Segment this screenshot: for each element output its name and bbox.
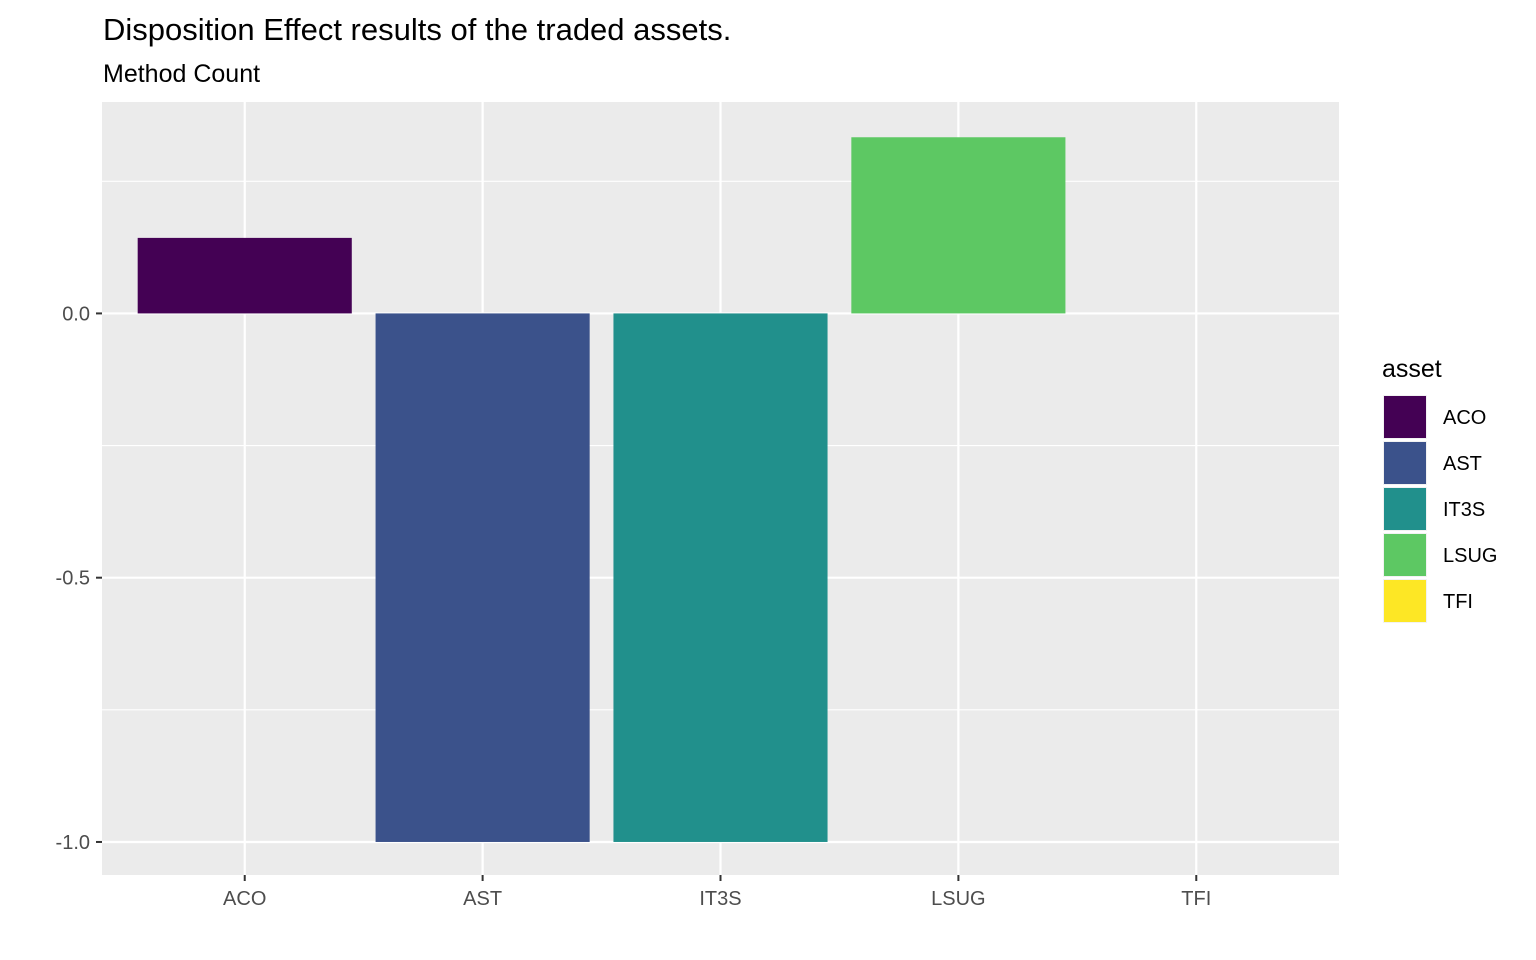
legend-label: TFI: [1443, 591, 1473, 613]
y-tick-label: -1.0: [56, 832, 90, 854]
y-tick-label: 0.0: [62, 303, 90, 325]
legend-label: IT3S: [1443, 499, 1485, 521]
bar-aco: [137, 237, 352, 314]
x-tick-label: AST: [463, 888, 502, 910]
bar-ast: [375, 313, 590, 842]
legend-label: ACO: [1443, 407, 1486, 429]
chart-subtitle: Method Count: [103, 60, 260, 88]
legend-swatch-ast: [1384, 442, 1426, 484]
y-tick-label: -0.5: [56, 568, 90, 590]
chart-title: Disposition Effect results of the traded…: [103, 12, 731, 47]
bars: [137, 137, 1066, 842]
legend-label: AST: [1443, 453, 1482, 475]
legend-swatch-lsug: [1384, 534, 1426, 576]
x-tick-label: ACO: [223, 888, 266, 910]
x-tick-label: IT3S: [699, 888, 741, 910]
legend-swatch-it3s: [1384, 488, 1426, 530]
legend-label: LSUG: [1443, 545, 1497, 567]
legend-swatch-aco: [1384, 396, 1426, 438]
bar-lsug: [851, 137, 1066, 314]
x-tick-label: TFI: [1181, 888, 1211, 910]
legend-swatch-tfi: [1384, 580, 1426, 622]
bar-it3s: [613, 313, 828, 842]
legend-title: asset: [1382, 355, 1442, 383]
legend: asset ACO AST IT3S LSUG TFI: [1382, 355, 1497, 623]
y-axis: 0.0 -0.5 -1.0: [56, 303, 102, 854]
x-tick-label: LSUG: [931, 888, 985, 910]
x-axis: ACO AST IT3S LSUG TFI: [223, 875, 1211, 910]
